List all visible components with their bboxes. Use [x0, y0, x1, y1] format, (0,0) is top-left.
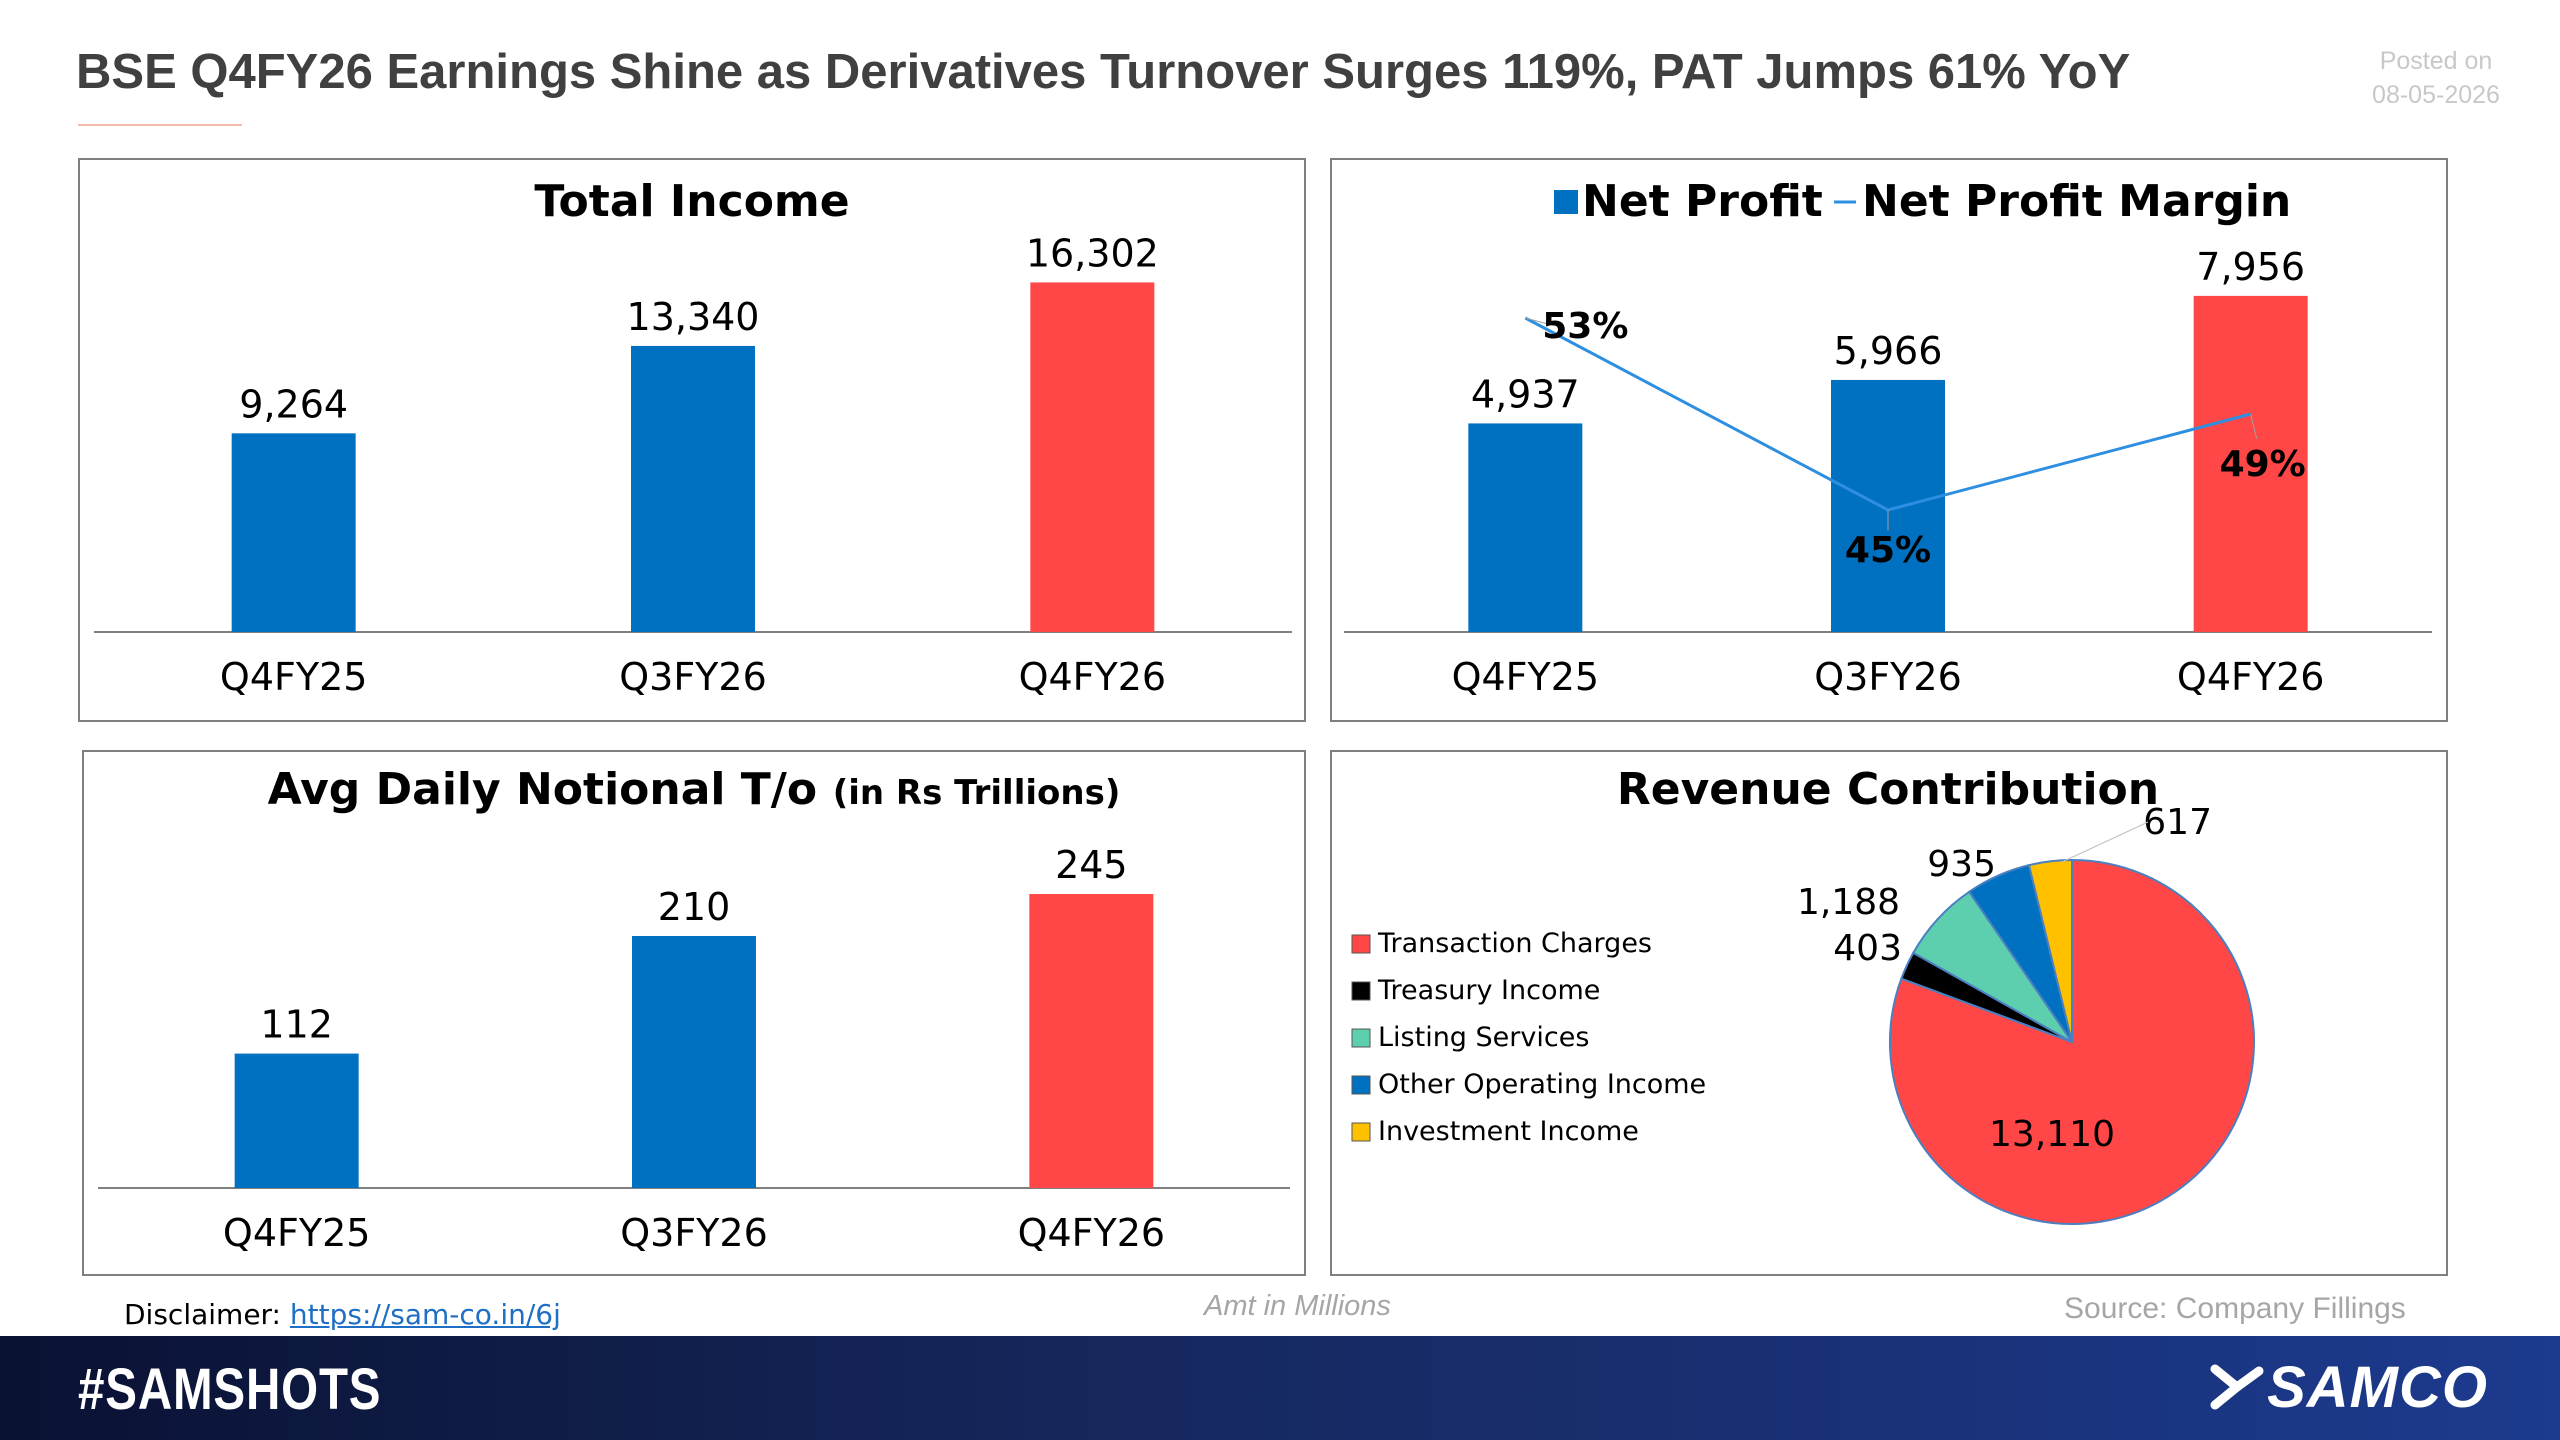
- x-tick-label: Q4FY25: [220, 655, 368, 699]
- legend-label: Investment Income: [1378, 1116, 1639, 1147]
- x-tick-label: Q4FY26: [1018, 1211, 1166, 1255]
- x-tick-label: Q4FY26: [1019, 655, 1167, 699]
- legend-label: Transaction Charges: [1377, 928, 1652, 959]
- net-profit-chart: Net Profit Net Profit Margin 4,937 Q4FY25…: [1344, 176, 2432, 699]
- bar-q4fy25: [231, 433, 356, 632]
- samco-brand-name: SAMCO: [2267, 1354, 2488, 1420]
- turnover-title: Avg Daily Notional T/o (in Rs Trillions): [268, 764, 1121, 815]
- bar-q3fy26: [631, 345, 755, 632]
- x-tick-label: Q4FY25: [1452, 655, 1600, 699]
- page-title: BSE Q4FY26 Earnings Shine as Derivatives…: [76, 45, 2131, 99]
- samshots-hashtag: #SAMSHOTS: [78, 1357, 382, 1422]
- net-profit-marks: 4,937 Q4FY25 5,966 Q3FY26 7,956 Q4FY26 53% 45% 4…: [1452, 245, 2325, 699]
- total-income-chart: Total Income 9,264 Q4FY25 13,340 Q3FY26 16,3…: [94, 176, 1292, 699]
- revenue-panel: Revenue Contribution Transaction Charges…: [1330, 750, 2448, 1276]
- pie-slice-transaction-charges: [1889, 858, 2255, 1225]
- net-profit-panel: Net Profit Net Profit Margin 4,937 Q4FY25…: [1330, 158, 2448, 722]
- net-profit-legend-bars: Net Profit: [1582, 176, 1823, 227]
- margin-leader-line: [2250, 413, 2258, 439]
- total-income-marks: 9,264 Q4FY25 13,340 Q3FY26 16,302 Q4FY26: [220, 231, 1166, 699]
- legend-label: Treasury Income: [1377, 975, 1600, 1006]
- bar-value-label: 9,264: [239, 382, 348, 426]
- legend-swatch: [1351, 1028, 1371, 1048]
- turnover-chart: Avg Daily Notional T/o (in Rs Trillions)…: [98, 764, 1290, 1255]
- bar-q4fy25: [234, 1053, 359, 1188]
- bar-q4fy26: [1030, 282, 1155, 632]
- turnover-title-suffix: (in Rs Trillions): [833, 773, 1121, 813]
- source-note: Source: Company Fillings: [2064, 1292, 2406, 1325]
- bar-value-label: 5,966: [1834, 329, 1943, 373]
- revenue-chart: Revenue Contribution Transaction Charges…: [1351, 764, 2255, 1225]
- legend-label: Listing Services: [1378, 1022, 1589, 1053]
- legend-swatch: [1351, 1075, 1371, 1095]
- net-profit-legend-swatch: [1554, 190, 1578, 214]
- pie-value-label: 13,110: [1989, 1114, 2115, 1155]
- posted-date: 08-05-2026: [2372, 81, 2500, 109]
- turnover-title-main: Avg Daily Notional T/o: [268, 764, 817, 815]
- disclaimer: Disclaimer: https://sam-co.in/6j: [124, 1298, 561, 1331]
- legend-label: Other Operating Income: [1378, 1069, 1706, 1100]
- bar-q4fy25: [1468, 423, 1583, 632]
- pie-slice-investment-income: [2027, 858, 2073, 1043]
- bar-value-label: 4,937: [1471, 372, 1580, 416]
- margin-leader-line: [1525, 317, 1556, 327]
- pie-leader-line: [2061, 821, 2149, 863]
- bar-q3fy26: [1831, 379, 1945, 632]
- legend-swatch: [1351, 1122, 1371, 1142]
- x-tick-label: Q4FY25: [223, 1211, 371, 1255]
- bar-value-label: 210: [658, 885, 731, 929]
- bar-q4fy26: [1029, 894, 1154, 1188]
- revenue-legend: Transaction Charges Treasury Income Listin…: [1351, 928, 1706, 1147]
- turnover-marks: 112 Q4FY25 210 Q3FY26 245 Q4FY26: [223, 843, 1165, 1255]
- legend-swatch: [1351, 981, 1371, 1001]
- turnover-panel: Avg Daily Notional T/o (in Rs Trillions)…: [82, 750, 1306, 1276]
- disclaimer-label: Disclaimer:: [124, 1298, 281, 1331]
- bar-value-label: 112: [260, 1003, 333, 1047]
- posted-date-stamp: Posted on 08-05-2026: [2356, 44, 2516, 112]
- margin-value-label: 49%: [2220, 444, 2306, 485]
- bar-q3fy26: [632, 936, 756, 1188]
- margin-value-label: 53%: [1542, 306, 1628, 347]
- bar-value-label: 245: [1055, 843, 1128, 887]
- bar-value-label: 13,340: [627, 295, 760, 339]
- revenue-title: Revenue Contribution: [1617, 764, 2159, 815]
- bar-value-label: 7,956: [2196, 245, 2305, 289]
- revenue-pie: 13,110 403 1,188 935 617: [1797, 802, 2255, 1225]
- pie-value-label: 617: [2143, 802, 2212, 843]
- title-underline: [78, 124, 242, 126]
- disclaimer-link[interactable]: https://sam-co.in/6j: [289, 1298, 561, 1331]
- pie-value-label: 403: [1833, 928, 1902, 969]
- x-tick-label: Q3FY26: [620, 1211, 768, 1255]
- pie-value-label: 935: [1927, 844, 1996, 885]
- margin-value-label: 45%: [1845, 530, 1931, 571]
- legend-swatch: [1351, 934, 1371, 954]
- total-income-title: Total Income: [534, 176, 849, 227]
- net-profit-legend-margin: Net Profit Margin: [1862, 176, 2291, 227]
- x-tick-label: Q3FY26: [619, 655, 767, 699]
- samco-logo: SAMCO: [2207, 1352, 2488, 1422]
- x-tick-label: Q4FY26: [2177, 655, 2325, 699]
- pie-value-label: 1,188: [1797, 882, 1900, 923]
- bar-q4fy26: [2193, 295, 2308, 632]
- samco-logo-icon: [2210, 1364, 2264, 1410]
- bar-value-label: 16,302: [1026, 231, 1159, 275]
- units-note: Amt in Millions: [1204, 1290, 1391, 1322]
- bottom-banner: #SAMSHOTS SAMCO: [0, 1336, 2560, 1440]
- x-tick-label: Q3FY26: [1814, 655, 1962, 699]
- posted-label: Posted on: [2379, 47, 2493, 75]
- total-income-panel: Total Income 9,264 Q4FY25 13,340 Q3FY26 16,3…: [78, 158, 1306, 722]
